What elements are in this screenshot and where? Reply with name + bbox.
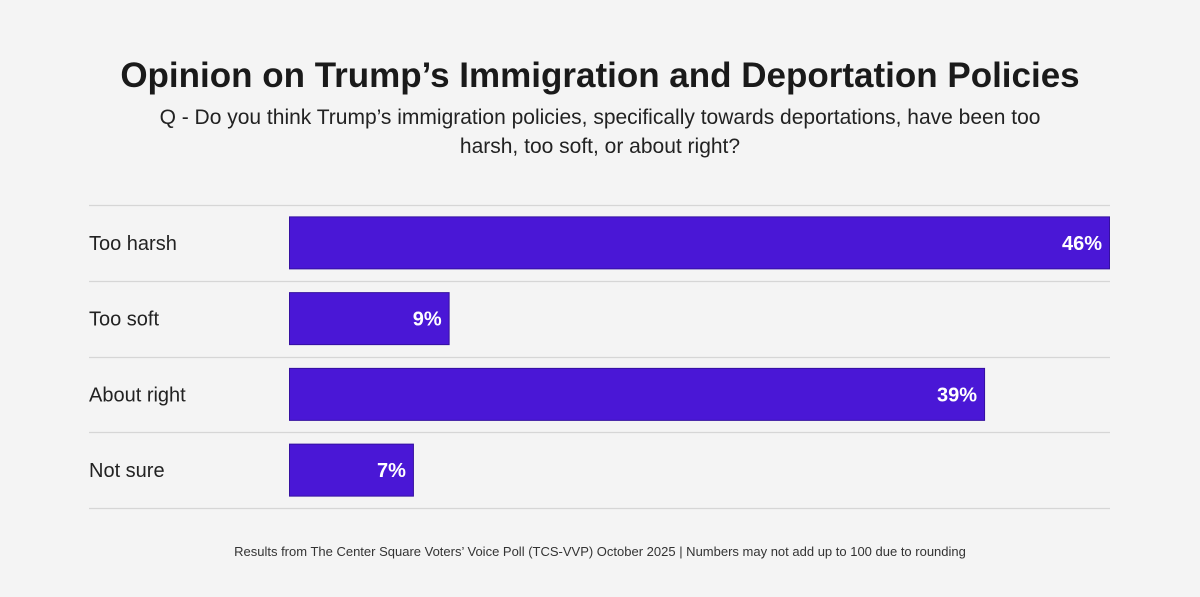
category-label: Too soft	[89, 309, 159, 331]
chart-title: Opinion on Trump’s Immigration and Depor…	[120, 56, 1080, 95]
value-label: 7%	[377, 460, 406, 482]
category-label: Not sure	[89, 460, 165, 482]
bar	[289, 216, 1110, 270]
bar	[289, 367, 986, 421]
value-label: 9%	[413, 309, 442, 331]
value-label: 46%	[1062, 233, 1102, 255]
bar	[289, 292, 450, 346]
chart-footer: Results from The Center Square Voters’ V…	[234, 544, 966, 559]
chart-subtitle: Q - Do you think Trump’s immigration pol…	[159, 106, 1041, 158]
category-label: Too harsh	[89, 233, 177, 255]
value-label: 39%	[937, 384, 977, 406]
category-label: About right	[89, 384, 186, 406]
bar	[289, 443, 414, 497]
